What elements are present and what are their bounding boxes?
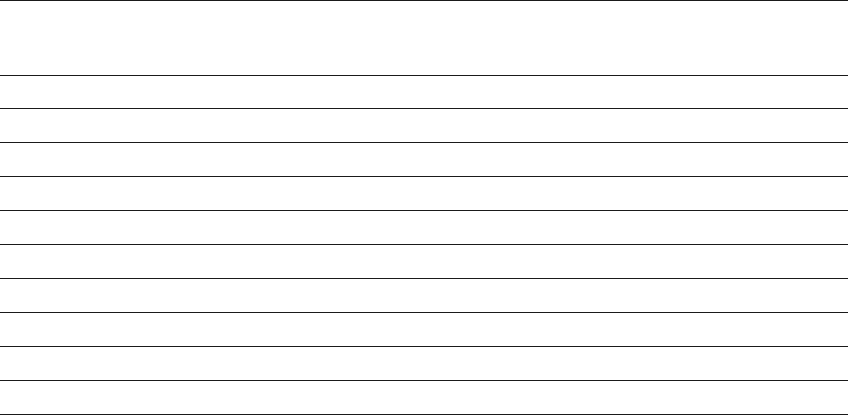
page: {} html, body { margin: 0; padding: 0; b… xyxy=(0,0,848,415)
empty-table xyxy=(0,0,848,415)
page-body: (() => { const data = JSON.parse(documen… xyxy=(0,0,848,415)
